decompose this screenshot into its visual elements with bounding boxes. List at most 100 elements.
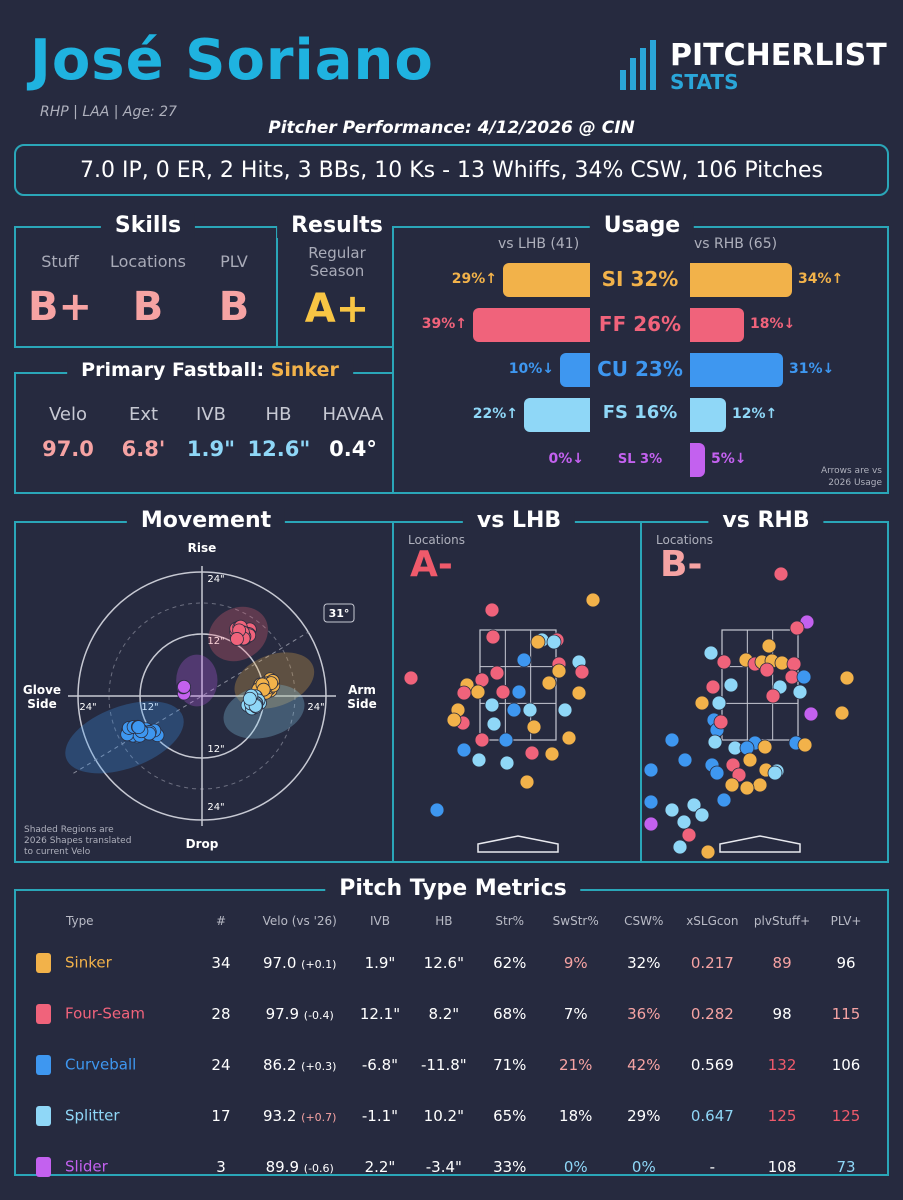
pitch-dot xyxy=(786,656,802,672)
usage-lhb-label: vs LHB (41) xyxy=(498,236,580,252)
usage-pct-rhb: 5%↓ xyxy=(711,451,747,467)
table-row: Slider 3 89.9 (-0.6) 2.2" -3.4" 33% 0% 0… xyxy=(30,1141,875,1192)
pitch-dot xyxy=(677,752,693,768)
ring-label: 12" xyxy=(141,702,158,713)
pitch-dot xyxy=(761,638,777,654)
ring-label: 24" xyxy=(207,802,224,813)
usage-pct-lhb: 0%↓ xyxy=(548,451,585,467)
metrics-panel: Pitch Type Metrics xyxy=(14,876,889,1176)
pitch-dot xyxy=(485,629,501,645)
havaa-value: 0.4° xyxy=(329,437,377,461)
pitch-dot xyxy=(571,685,587,701)
metrics-table: Type # Velo (vs '26) IVB HB Str% SwStr% … xyxy=(30,905,875,1192)
usage-rhb-label: vs RHB (65) xyxy=(694,236,778,252)
xslg-cell: 0.569 xyxy=(690,1055,734,1074)
fastball-panel: Primary Fastball: Sinker Velo 97.0 Ext 6… xyxy=(14,359,394,494)
velo-value: 97.9 xyxy=(265,1004,299,1023)
xslg-cell: - xyxy=(709,1157,716,1176)
plv-cell: 73 xyxy=(836,1157,856,1176)
movement-note-1: Shaded Regions are xyxy=(24,825,114,835)
hb-cell: -3.4" xyxy=(425,1157,462,1176)
ring-label: 12" xyxy=(207,744,224,755)
count-cell: 17 xyxy=(211,1106,231,1125)
logo-text: PITCHERLIST xyxy=(670,38,887,73)
velo-delta: (+0.1) xyxy=(301,957,337,971)
rhb-locations-grade: B- xyxy=(660,544,703,585)
col-count: # xyxy=(215,914,226,928)
table-row: Splitter 17 93.2 (+0.7) -1.1" 10.2" 65% … xyxy=(30,1090,875,1141)
logo-bars-icon xyxy=(620,40,656,90)
usage-label: FS 16% xyxy=(602,402,678,423)
color-swatch xyxy=(36,1105,51,1126)
type-cell: Curveball xyxy=(30,1039,193,1090)
pitch-dot xyxy=(752,777,768,793)
velo-delta: (+0.7) xyxy=(301,1110,337,1124)
velo-value: 86.2 xyxy=(262,1055,297,1074)
col-csw: CSW% xyxy=(624,914,664,928)
pitch-dot xyxy=(767,765,783,781)
pitch-dot xyxy=(544,746,560,762)
velo-value: 89.9 xyxy=(265,1157,299,1176)
lhb-locations-panel: vs LHB xyxy=(392,508,642,863)
table-row: Curveball 24 86.2 (+0.3) -6.8" -11.8" 71… xyxy=(30,1039,875,1090)
type-label: Four-Seam xyxy=(65,1004,145,1022)
angle-box xyxy=(323,603,355,623)
velo-cell: 89.9 (-0.6) xyxy=(249,1141,350,1192)
ivb-cell: 2.2" xyxy=(364,1157,396,1176)
pitch-dot xyxy=(681,827,697,843)
usage-pct-rhb: 18%↓ xyxy=(750,316,796,332)
str-cell: 71% xyxy=(493,1055,527,1074)
rhb-locations-panel: vs RHB xyxy=(640,508,889,863)
fastball-title: Primary Fastball: Sinker xyxy=(67,359,353,381)
usage-pct-lhb: 10%↓ xyxy=(508,361,554,377)
pitch-dot xyxy=(516,652,532,668)
velo-delta: (-0.4) xyxy=(303,1008,334,1022)
pitcherlist-logo: PITCHERLIST STATS xyxy=(620,38,887,98)
stuff-cell: 98 xyxy=(772,1004,792,1023)
velo-value: 93.2 xyxy=(262,1106,297,1125)
home-plate xyxy=(477,835,559,853)
pitch-dot xyxy=(672,839,688,855)
stuff-cell: 125 xyxy=(767,1106,797,1125)
hb-metric: HB 12.6" xyxy=(248,404,311,461)
drop-label: Drop xyxy=(186,837,219,851)
ivb-value: 1.9" xyxy=(186,437,236,461)
pitch-dot xyxy=(131,720,146,735)
type-cell: Slider xyxy=(30,1141,193,1192)
velo-cell: 93.2 (+0.7) xyxy=(249,1090,350,1141)
stat-line-text: 7.0 IP, 0 ER, 2 Hits, 3 BBs, 10 Ks - 13 … xyxy=(80,157,823,183)
ext-metric: Ext 6.8' xyxy=(113,404,175,461)
movement-chart: 31°RiseDropGloveSideArmSide24"12"12"24"2… xyxy=(23,541,377,851)
col-type: Type xyxy=(66,914,94,928)
xslg-cell: 0.217 xyxy=(690,953,734,972)
velo-metric: Velo 97.0 xyxy=(30,404,106,461)
pitch-dot xyxy=(557,702,573,718)
usage-pct-lhb: 22%↑ xyxy=(472,406,518,422)
usage-bar-rhb xyxy=(690,263,792,297)
pitch-dot xyxy=(446,712,462,728)
usage-bar-lhb xyxy=(473,308,590,342)
pitch-dot xyxy=(759,662,775,678)
pitch-dot xyxy=(429,802,445,818)
pitch-dot xyxy=(711,695,727,711)
csw-cell: 42% xyxy=(627,1055,661,1074)
velo-delta: (-0.6) xyxy=(303,1161,334,1175)
pitch-dot xyxy=(789,620,805,636)
hb-cell: 10.2" xyxy=(423,1106,464,1125)
plv-grade: B xyxy=(218,284,250,330)
pitch-dot xyxy=(723,677,739,693)
csw-cell: 36% xyxy=(627,1004,661,1023)
ring-label: 24" xyxy=(307,702,324,713)
fastball-title-pitch: Sinker xyxy=(270,359,339,381)
str-cell: 62% xyxy=(493,953,527,972)
angle-label: 31° xyxy=(329,607,350,620)
color-swatch xyxy=(36,952,51,973)
usage-pct-lhb: 29%↑ xyxy=(451,271,497,287)
stuff-grade: B+ xyxy=(27,284,92,330)
pitch-dot xyxy=(796,669,812,685)
pitch-dot xyxy=(834,705,850,721)
glove-label-2: Side xyxy=(27,697,56,711)
usage-bar-lhb xyxy=(560,353,590,387)
plv-label: PLV xyxy=(220,252,248,271)
stat-line: 7.0 IP, 0 ER, 2 Hits, 3 BBs, 10 Ks - 13 … xyxy=(14,144,889,196)
